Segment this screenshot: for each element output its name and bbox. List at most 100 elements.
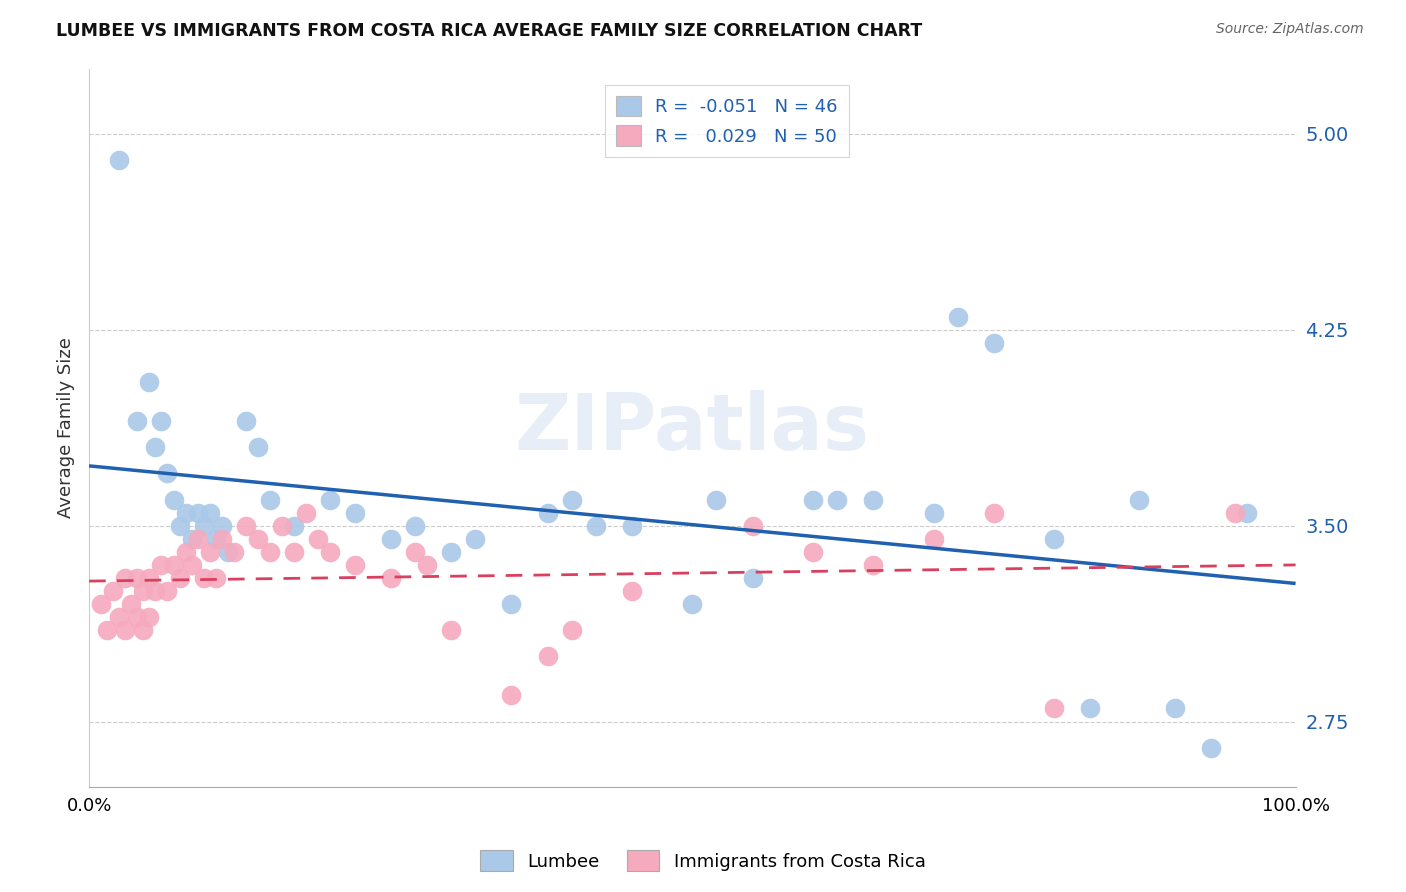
- Point: [204, 532, 226, 546]
- Point: [825, 492, 848, 507]
- Point: [180, 532, 202, 546]
- Legend: R =  -0.051   N = 46, R =   0.029   N = 50: R = -0.051 N = 46, R = 0.029 N = 50: [605, 85, 849, 157]
- Point: [681, 597, 703, 611]
- Point: [235, 518, 257, 533]
- Point: [741, 571, 763, 585]
- Text: Source: ZipAtlas.com: Source: ZipAtlas.com: [1216, 22, 1364, 37]
- Point: [1043, 701, 1066, 715]
- Point: [404, 545, 426, 559]
- Point: [259, 545, 281, 559]
- Point: [187, 506, 209, 520]
- Point: [561, 492, 583, 507]
- Point: [621, 583, 644, 598]
- Point: [801, 545, 824, 559]
- Point: [271, 518, 294, 533]
- Point: [404, 518, 426, 533]
- Point: [150, 414, 173, 428]
- Point: [108, 153, 131, 167]
- Point: [983, 506, 1005, 520]
- Point: [319, 492, 342, 507]
- Point: [585, 518, 607, 533]
- Point: [416, 558, 439, 572]
- Point: [706, 492, 728, 507]
- Point: [380, 532, 402, 546]
- Point: [741, 518, 763, 533]
- Point: [1128, 492, 1150, 507]
- Point: [946, 310, 969, 324]
- Point: [1225, 506, 1247, 520]
- Point: [283, 545, 305, 559]
- Point: [380, 571, 402, 585]
- Point: [138, 375, 160, 389]
- Point: [127, 571, 149, 585]
- Point: [440, 623, 463, 637]
- Point: [536, 506, 558, 520]
- Point: [211, 532, 233, 546]
- Point: [246, 440, 269, 454]
- Point: [150, 558, 173, 572]
- Point: [156, 583, 179, 598]
- Point: [96, 623, 118, 637]
- Point: [862, 492, 884, 507]
- Point: [801, 492, 824, 507]
- Point: [501, 689, 523, 703]
- Point: [217, 545, 239, 559]
- Point: [204, 571, 226, 585]
- Point: [235, 414, 257, 428]
- Point: [138, 610, 160, 624]
- Point: [536, 649, 558, 664]
- Point: [343, 506, 366, 520]
- Point: [187, 532, 209, 546]
- Point: [983, 335, 1005, 350]
- Point: [1043, 532, 1066, 546]
- Text: LUMBEE VS IMMIGRANTS FROM COSTA RICA AVERAGE FAMILY SIZE CORRELATION CHART: LUMBEE VS IMMIGRANTS FROM COSTA RICA AVE…: [56, 22, 922, 40]
- Point: [198, 506, 221, 520]
- Point: [174, 506, 197, 520]
- Point: [145, 440, 167, 454]
- Point: [103, 583, 125, 598]
- Point: [621, 518, 644, 533]
- Point: [127, 414, 149, 428]
- Point: [193, 518, 215, 533]
- Point: [561, 623, 583, 637]
- Point: [174, 545, 197, 559]
- Point: [501, 597, 523, 611]
- Point: [1164, 701, 1187, 715]
- Point: [120, 597, 142, 611]
- Point: [464, 532, 486, 546]
- Point: [922, 506, 945, 520]
- Point: [169, 518, 191, 533]
- Point: [114, 571, 136, 585]
- Point: [246, 532, 269, 546]
- Point: [440, 545, 463, 559]
- Point: [180, 558, 202, 572]
- Point: [108, 610, 131, 624]
- Point: [1236, 506, 1258, 520]
- Text: ZIPatlas: ZIPatlas: [515, 390, 870, 466]
- Point: [127, 610, 149, 624]
- Point: [259, 492, 281, 507]
- Point: [132, 623, 155, 637]
- Point: [138, 571, 160, 585]
- Point: [307, 532, 329, 546]
- Point: [295, 506, 318, 520]
- Point: [1199, 740, 1222, 755]
- Point: [90, 597, 112, 611]
- Point: [862, 558, 884, 572]
- Point: [169, 571, 191, 585]
- Point: [922, 532, 945, 546]
- Point: [162, 558, 184, 572]
- Point: [156, 467, 179, 481]
- Point: [198, 545, 221, 559]
- Point: [114, 623, 136, 637]
- Point: [132, 583, 155, 598]
- Point: [193, 571, 215, 585]
- Point: [222, 545, 245, 559]
- Point: [162, 492, 184, 507]
- Point: [319, 545, 342, 559]
- Point: [1080, 701, 1102, 715]
- Y-axis label: Average Family Size: Average Family Size: [58, 337, 75, 518]
- Point: [211, 518, 233, 533]
- Legend: Lumbee, Immigrants from Costa Rica: Lumbee, Immigrants from Costa Rica: [474, 843, 932, 879]
- Point: [343, 558, 366, 572]
